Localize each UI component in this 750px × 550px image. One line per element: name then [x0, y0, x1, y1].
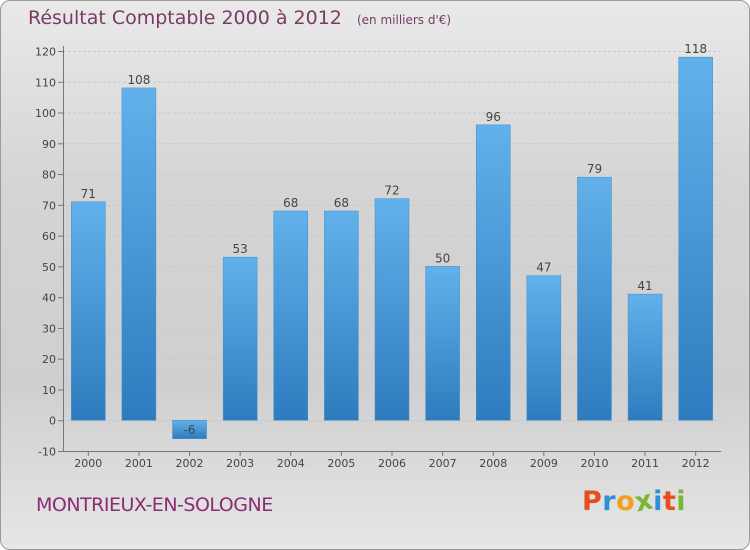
x-tick-label: 2006	[378, 457, 406, 470]
bar-2004	[273, 210, 309, 421]
logo-letter: t	[662, 486, 677, 517]
chart-title-unit: (en milliers d'€)	[356, 13, 452, 27]
x-tick-label: 2002	[176, 457, 204, 470]
y-tick-label: 110	[35, 76, 56, 89]
logo-letter: i	[653, 486, 663, 517]
logo-letter: P	[582, 486, 603, 517]
y-tick-label: 50	[42, 261, 56, 274]
y-tick-label: 20	[42, 353, 56, 366]
logo-letter: i	[676, 486, 687, 517]
chart-title: Résultat Comptable 2000 à 2012 (en milli…	[28, 7, 451, 29]
axes: -10 0 10 20 30 40 50 60 70 80 90 100 110 120 2000 2001 2…	[35, 46, 721, 470]
x-tick-label: 2007	[429, 457, 457, 470]
x-tick-label: 2009	[530, 457, 558, 470]
bar-value-label: 68	[283, 196, 298, 210]
y-tick-label: 60	[42, 230, 56, 243]
bar-value-label: 68	[334, 196, 349, 210]
y-tick-label: 70	[42, 199, 56, 212]
bar-2000	[71, 201, 106, 421]
x-tick-label: 2003	[226, 457, 254, 470]
bar-value-label: 96	[486, 110, 501, 124]
chart-title-main: Résultat Comptable 2000 à 2012	[28, 7, 342, 29]
bar-2005	[324, 210, 359, 421]
bar-2006	[374, 198, 410, 421]
bar-value-label: 71	[81, 187, 96, 201]
x-tick-label: 2000	[74, 457, 102, 470]
bar-value-label: 47	[536, 261, 551, 275]
bar-value-label: 108	[127, 73, 150, 87]
x-tick-label: 2011	[631, 457, 659, 470]
y-tick-label: 90	[42, 138, 56, 151]
bar-value-label: 50	[435, 251, 450, 265]
bar-value-label: 79	[587, 162, 602, 176]
y-tick-label: 10	[42, 384, 56, 397]
x-tick-label: 2005	[327, 457, 355, 470]
bar-2003	[222, 256, 258, 421]
bar-2001	[121, 87, 157, 421]
bar-2007	[425, 266, 460, 421]
logo-letter: r	[602, 486, 617, 517]
bar-2011	[627, 293, 663, 421]
x-tick-label: 2008	[479, 457, 507, 470]
bar-value-label: 118	[684, 42, 707, 56]
bar-2012	[678, 56, 713, 421]
bars: 71 108 -6 53 68 68 72 50 96 47 79 41 118	[71, 42, 713, 439]
logo-letter: o	[616, 486, 636, 517]
proxiti-logo: Proxiti	[582, 484, 687, 518]
x-tick-label: 2004	[277, 457, 305, 470]
y-tick-label: 40	[42, 292, 56, 305]
bar-value-label: 72	[384, 184, 399, 198]
bar-2008	[475, 124, 511, 421]
bar-2002	[172, 419, 207, 439]
x-tick-label: 2012	[682, 457, 710, 470]
bar-2009	[526, 275, 562, 421]
y-tick-label: 30	[42, 322, 56, 335]
y-tick-label: 80	[42, 169, 56, 182]
bar-value-label: 53	[233, 242, 248, 256]
x-tick-label: 2010	[580, 457, 608, 470]
y-tick-label: 0	[49, 415, 56, 428]
bar-2010	[577, 176, 612, 421]
x-tick-label: 2001	[125, 457, 153, 470]
y-tick-label: 100	[35, 107, 56, 120]
y-tick-label: 120	[35, 46, 56, 59]
y-tick-label: -10	[38, 446, 56, 459]
bar-value-label: -6	[184, 423, 196, 437]
commune-name: MONTRIEUX-EN-SOLOGNE	[36, 494, 273, 516]
bar-value-label: 41	[637, 279, 652, 293]
